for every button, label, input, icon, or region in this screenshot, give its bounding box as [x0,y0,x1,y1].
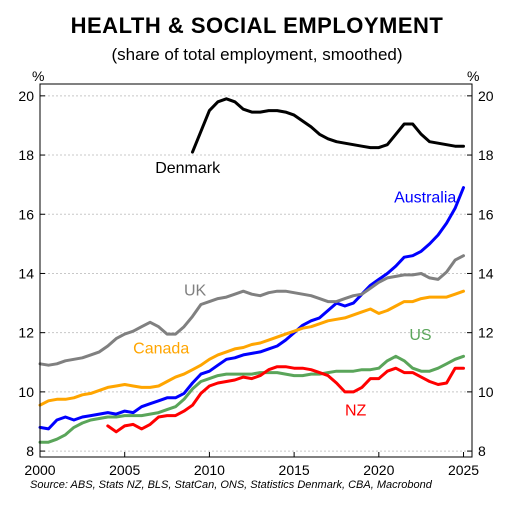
y-unit-right: % [467,68,479,84]
x-tick-label: 2010 [194,462,225,478]
source-note: Source: ABS, Stats NZ, BLS, StatCan, ONS… [30,479,433,491]
y-tick-label-left: 12 [18,325,34,341]
y-tick-label-left: 18 [18,147,34,163]
x-tick-label: 2000 [24,462,55,478]
series-label-denmark: Denmark [155,160,221,177]
series-line-us [38,354,465,444]
series-labels: Denmark Australia UK Canada US NZ [133,160,456,420]
series-line-canada [38,289,465,407]
series-label-nz: NZ [345,403,367,420]
x-tick-label: 2005 [109,462,140,478]
y-tick-label-left: 14 [18,265,34,281]
series-label-canada: Canada [133,340,189,357]
y-tick-label-right: 14 [478,265,494,281]
y-tick-label-right: 10 [478,384,494,400]
y-tick-label-right: 20 [478,88,494,104]
series-line-australia [38,186,465,431]
y-unit-left: % [32,68,44,84]
gridlines [40,95,472,452]
series-line-uk [38,254,465,367]
y-tick-label-right: 8 [478,443,486,459]
series-label-uk: UK [184,283,207,300]
x-tick-label: 2015 [279,462,310,478]
series-label-australia: Australia [394,189,456,206]
series-line-nz [106,365,465,434]
y-tick-label-left: 8 [26,443,34,459]
x-tick-label: 2025 [448,462,479,478]
y-tick-label-right: 12 [478,325,494,341]
series-label-us: US [409,327,431,344]
series-lines [38,97,465,444]
chart-title: HEALTH & SOCIAL EMPLOYMENT [71,13,444,38]
series-line-denmark [191,97,465,154]
y-tick-label-left: 16 [18,206,34,222]
chart-subtitle: (share of total employment, smoothed) [111,45,402,64]
y-tick-label-left: 20 [18,88,34,104]
x-tick-label: 2020 [363,462,394,478]
y-tick-label-right: 16 [478,206,494,222]
y-tick-label-left: 10 [18,384,34,400]
plot-frame [39,83,473,458]
y-tick-label-right: 18 [478,147,494,163]
